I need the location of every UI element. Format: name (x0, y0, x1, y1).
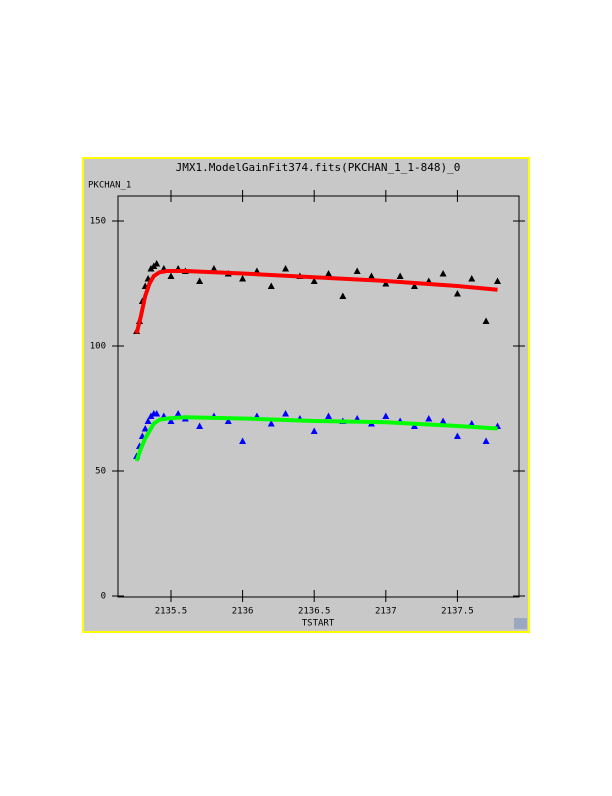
data-point (310, 277, 318, 284)
x-tick-label: 2136 (232, 607, 254, 617)
data-point (453, 290, 461, 297)
resize-icon (514, 618, 527, 629)
data-point (339, 292, 347, 299)
data-point (167, 417, 175, 424)
data-point (482, 437, 490, 444)
y-axis-label: PKCHAN_1 (88, 181, 131, 191)
data-point (282, 410, 290, 417)
data-point (239, 275, 247, 282)
x-tick-label: 2135.5 (155, 607, 188, 617)
data-point (141, 425, 149, 432)
data-point (224, 417, 232, 424)
y-tick-label: 100 (90, 342, 106, 352)
y-tick-label: 0 (101, 592, 106, 602)
data-point (310, 427, 318, 434)
plot-frame (117, 195, 520, 598)
data-point (239, 437, 247, 444)
data-point (144, 417, 152, 424)
data-point (367, 272, 375, 279)
data-point (210, 265, 218, 272)
y-tick-label: 150 (90, 217, 106, 227)
data-point (196, 422, 204, 429)
data-point (167, 272, 175, 279)
data-point (410, 282, 418, 289)
data-point (396, 272, 404, 279)
data-point (267, 282, 275, 289)
data-point (468, 275, 476, 282)
chart-title: JMX1.ModelGainFit374.fits(PKCHAN_1_1-848… (176, 161, 461, 174)
data-point (196, 277, 204, 284)
x-axis-label: TSTART (302, 619, 335, 629)
data-point (153, 260, 161, 267)
fit-line (134, 269, 498, 334)
panel (82, 157, 530, 633)
data-point (482, 317, 490, 324)
data-point (353, 267, 361, 274)
data-point (382, 280, 390, 287)
y-tick-label: 50 (95, 467, 106, 477)
data-point (494, 277, 502, 284)
data-point (453, 432, 461, 439)
data-point (439, 270, 447, 277)
data-point (325, 270, 333, 277)
data-point (439, 417, 447, 424)
data-point (267, 420, 275, 427)
data-point (382, 412, 390, 419)
data-point (282, 265, 290, 272)
data-point (174, 410, 182, 417)
x-tick-label: 2137.5 (441, 607, 474, 617)
x-tick-label: 2137 (375, 607, 397, 617)
data-point (425, 415, 433, 422)
data-point (153, 410, 161, 417)
x-tick-label: 2136.5 (298, 607, 331, 617)
fit-line (134, 415, 498, 462)
data-point (325, 412, 333, 419)
